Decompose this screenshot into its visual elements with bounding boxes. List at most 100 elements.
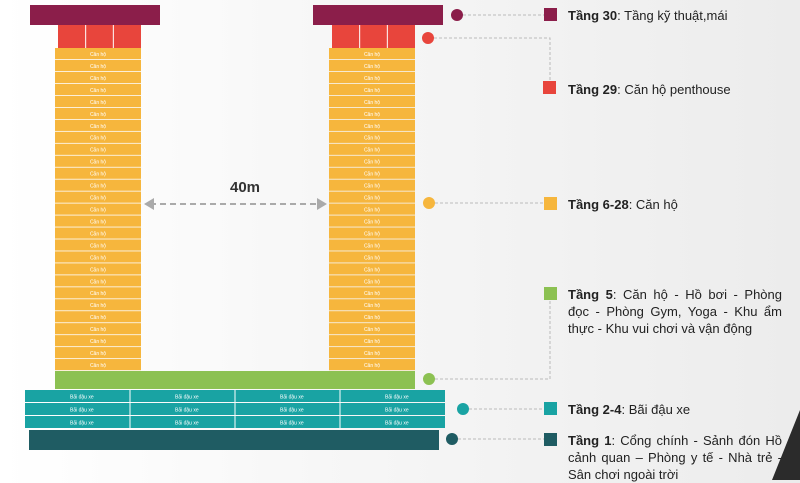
apartment-floor xyxy=(329,347,415,359)
apartment-floor xyxy=(329,71,415,84)
parking-slot-label: Bãi đậu xe xyxy=(175,395,199,401)
apartment-floor-label: Căn hộ xyxy=(364,291,380,297)
apartment-floor xyxy=(55,143,141,155)
parking-slot-label: Bãi đậu xe xyxy=(385,395,409,401)
legend-label-floor-29: Tầng 29: Căn hộ penthouse xyxy=(568,82,731,97)
apartment-floor-label: Căn hộ xyxy=(90,52,106,58)
legend-label-floor-5: Tầng 5: Căn hộ - Hồ bơi - Phòng đọc - Ph… xyxy=(568,287,782,336)
apartment-floor-label: Căn hộ xyxy=(90,76,106,82)
distance-arrow-left xyxy=(144,198,154,210)
apartment-floor xyxy=(55,335,141,347)
apartment-floor-label: Căn hộ xyxy=(90,172,106,178)
apartment-floor-label: Căn hộ xyxy=(90,231,106,237)
apartment-floor xyxy=(55,347,141,359)
legend-label-floor-1: Tầng 1: Cổng chính - Sảnh đón Hồ cảnh qu… xyxy=(568,433,783,482)
apartment-floor-label: Căn hộ xyxy=(364,255,380,261)
connector-floor-5 xyxy=(435,301,551,380)
distance-label: 40m xyxy=(230,179,260,196)
apartment-floor xyxy=(55,251,141,263)
apartment-floor-label: Căn hộ xyxy=(90,148,106,154)
apartment-floor xyxy=(329,167,415,179)
apartment-floor-label: Căn hộ xyxy=(364,267,380,273)
apartment-floor xyxy=(55,155,141,167)
legend-swatch-floor-2-4 xyxy=(544,402,557,415)
apartment-floor-label: Căn hộ xyxy=(90,219,106,225)
ground-block xyxy=(29,430,439,450)
connector-dot-floor-6-28 xyxy=(423,197,435,209)
apartment-floor xyxy=(55,119,141,131)
connector-dot-floor-29 xyxy=(422,32,434,44)
apartment-floor-label: Căn hộ xyxy=(364,315,380,321)
apartment-floor-label: Căn hộ xyxy=(364,208,380,214)
parking-slot-label: Bãi đậu xe xyxy=(70,408,94,414)
apartment-floor-label: Căn hộ xyxy=(90,255,106,261)
apartment-floor-label: Căn hộ xyxy=(90,315,106,321)
parking-slot-label: Bãi đậu xe xyxy=(385,408,409,414)
apartment-floor xyxy=(55,191,141,203)
apartment-floor-label: Căn hộ xyxy=(90,196,106,202)
apartment-floor xyxy=(329,323,415,335)
apartment-floor xyxy=(329,83,415,96)
apartment-floor xyxy=(55,95,141,108)
apartment-floor-label: Căn hộ xyxy=(364,339,380,345)
apartment-floor xyxy=(55,167,141,179)
connector-dot-floor-30 xyxy=(451,9,463,21)
roof-block xyxy=(313,5,443,25)
apartment-floor-label: Căn hộ xyxy=(364,64,380,70)
apartment-floor-label: Căn hộ xyxy=(90,363,106,369)
apartment-floor xyxy=(55,203,141,215)
legend-label-floor-2-4: Tầng 2-4: Bãi đậu xe xyxy=(568,402,691,417)
apartment-floor xyxy=(329,263,415,275)
apartment-floor xyxy=(329,191,415,203)
apartment-floor-label: Căn hộ xyxy=(364,303,380,309)
corner-decoration xyxy=(772,410,800,480)
connector-floor-29 xyxy=(434,37,551,80)
apartment-floor xyxy=(329,107,415,119)
podium-block xyxy=(55,371,415,389)
apartment-floor xyxy=(329,299,415,311)
apartment-floor xyxy=(329,227,415,239)
apartment-floor xyxy=(55,263,141,275)
apartment-floor xyxy=(329,203,415,215)
apartment-floor xyxy=(329,119,415,131)
legend-swatch-floor-5 xyxy=(544,287,557,300)
apartment-floor xyxy=(55,287,141,299)
apartment-floor xyxy=(329,287,415,299)
apartment-floor-label: Căn hộ xyxy=(364,112,380,118)
apartment-floor-label: Căn hộ xyxy=(90,64,106,70)
apartment-floor xyxy=(329,311,415,323)
apartment-floor xyxy=(55,107,141,119)
apartment-floor-label: Căn hộ xyxy=(364,196,380,202)
apartment-floor xyxy=(55,227,141,239)
apartment-floor xyxy=(55,299,141,311)
apartment-floor xyxy=(55,323,141,335)
apartment-floor xyxy=(329,48,415,60)
penthouse-block xyxy=(332,25,415,48)
parking-slot-label: Bãi đậu xe xyxy=(175,421,199,427)
distance-arrow-right xyxy=(317,198,327,210)
apartment-floor-label: Căn hộ xyxy=(90,100,106,106)
apartment-floor xyxy=(329,215,415,227)
apartment-floor-label: Căn hộ xyxy=(364,243,380,249)
apartment-floor-label: Căn hộ xyxy=(364,172,380,178)
apartment-floor xyxy=(55,359,141,371)
apartment-floor xyxy=(329,275,415,287)
apartment-floor-label: Căn hộ xyxy=(364,219,380,225)
apartment-floor-label: Căn hộ xyxy=(364,100,380,106)
apartment-floor xyxy=(55,131,141,143)
apartment-floor xyxy=(55,311,141,323)
apartment-floor xyxy=(329,59,415,72)
apartment-floor xyxy=(329,239,415,251)
apartment-floor-label: Căn hộ xyxy=(364,148,380,154)
parking-slot-label: Bãi đậu xe xyxy=(175,408,199,414)
apartment-floor-label: Căn hộ xyxy=(364,136,380,142)
apartment-floor-label: Căn hộ xyxy=(90,291,106,297)
parking-slot-label: Bãi đậu xe xyxy=(385,421,409,427)
apartment-floor xyxy=(329,143,415,155)
apartment-floor xyxy=(329,131,415,143)
apartment-floor-label: Căn hộ xyxy=(90,339,106,345)
apartment-floor xyxy=(329,251,415,263)
legend-swatch-floor-1 xyxy=(544,433,557,446)
parking-slot-label: Bãi đậu xe xyxy=(280,421,304,427)
